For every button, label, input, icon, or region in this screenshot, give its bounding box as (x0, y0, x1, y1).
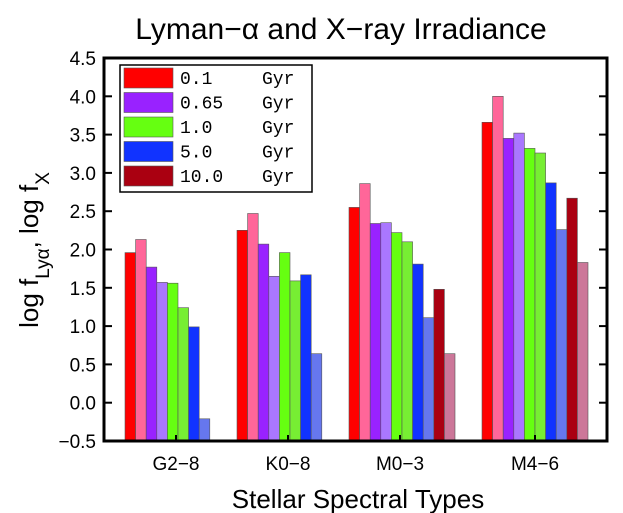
bar-xray-3-2 (422, 317, 435, 442)
legend-unit: Gyr (262, 95, 294, 115)
y-axis-label-prefix: log f (14, 278, 44, 328)
bar-xray-1-3 (513, 132, 525, 442)
legend: 0.1 Gyr 0.65 Gyr 1.0 Gyr 5.0 Gyr 10.0 Gyr (119, 64, 313, 193)
legend-swatch (123, 116, 174, 138)
bar-xray-2-1 (289, 280, 301, 442)
y-axis-label-mid: , log f (14, 184, 44, 248)
bar-xray-1-0 (156, 282, 168, 442)
bar-lya-1-3 (502, 138, 515, 442)
bar-lya-3-2 (412, 263, 424, 442)
legend-value: 5.0 (180, 144, 212, 164)
legend-value: 0.65 (180, 95, 223, 115)
bar-lya-0-1 (236, 230, 248, 442)
legend-value: 1.0 (180, 119, 212, 139)
bar-xray-2-2 (401, 241, 413, 442)
y-tick-label: 1.5 (70, 279, 96, 300)
bar-xray-0-1 (247, 213, 259, 442)
bar-lya-2-1 (279, 252, 291, 442)
bars-layer (124, 96, 589, 442)
bar-xray-4-3 (577, 262, 589, 442)
x-axis-label: Stellar Spectral Types (232, 484, 484, 513)
y-axis-label: log fLyα, log fX (14, 172, 54, 328)
bar-lya-0-3 (481, 122, 493, 442)
bar-xray-1-1 (268, 275, 280, 442)
bar-xray-0-3 (492, 96, 504, 442)
bar-lya-1-1 (257, 243, 270, 442)
y-tick-label: 3.5 (70, 126, 96, 147)
axes-layer: −0.5 0.0 0.5 1.0 1.5 2.0 2.5 3.0 3.5 4.0 4.5 G2−8 K0… (58, 49, 607, 475)
bar-lya-0-0 (124, 252, 136, 442)
bar-xray-4-2 (444, 353, 456, 442)
y-tick-label: 0.5 (70, 355, 96, 376)
bar-xray-2-0 (177, 307, 189, 442)
legend-unit: Gyr (262, 144, 294, 164)
bar-xray-0-2 (359, 183, 371, 442)
x-tick-label: K0−8 (266, 454, 311, 475)
bar-lya-1-2 (369, 223, 382, 442)
bar-lya-0-2 (348, 207, 360, 442)
legend-swatch (123, 141, 174, 162)
bar-xray-3-1 (310, 353, 323, 442)
bar-lya-2-3 (524, 148, 536, 442)
bar-lya-1-0 (145, 266, 158, 442)
bar-lya-3-1 (300, 274, 312, 442)
legend-value: 10.0 (180, 168, 223, 188)
bar-lya-3-3 (545, 182, 557, 442)
bar-xray-3-3 (555, 229, 568, 442)
bar-xray-2-3 (534, 152, 546, 442)
chart-title: Lyman−α and X−ray Irradiance (135, 13, 546, 46)
y-tick-label: 2.0 (70, 241, 96, 262)
x-tick-label: G2−8 (152, 454, 199, 475)
legend-value: 0.1 (180, 70, 212, 90)
bar-xray-3-0 (198, 418, 211, 442)
bar-lya-4-3 (566, 197, 578, 442)
x-tick-label: M4−6 (511, 454, 559, 475)
y-tick-label: 1.0 (70, 317, 96, 338)
y-tick-label: 2.5 (70, 202, 96, 223)
legend-unit: Gyr (262, 168, 294, 188)
legend-swatch (123, 67, 174, 89)
y-tick-label: 4.5 (70, 49, 96, 70)
bar-lya-4-2 (433, 288, 445, 442)
bar-lya-3-0 (188, 326, 200, 442)
legend-unit: Gyr (262, 70, 294, 90)
y-axis-label-sub2: X (33, 172, 54, 185)
bar-xray-1-2 (380, 222, 392, 442)
bar-lya-2-2 (391, 232, 403, 442)
y-tick-label: 3.0 (70, 164, 96, 185)
y-tick-label: 0.0 (70, 394, 96, 415)
bar-xray-0-0 (135, 239, 147, 442)
x-tick-label: M0−3 (376, 454, 424, 475)
legend-swatch (123, 92, 174, 113)
legend-swatch (123, 165, 174, 187)
legend-unit: Gyr (262, 119, 294, 139)
y-axis-label-sub1: Lyα (33, 248, 54, 278)
y-tick-label: 4.0 (70, 87, 96, 108)
y-tick-label: −0.5 (58, 432, 96, 453)
bar-lya-2-0 (167, 282, 179, 442)
